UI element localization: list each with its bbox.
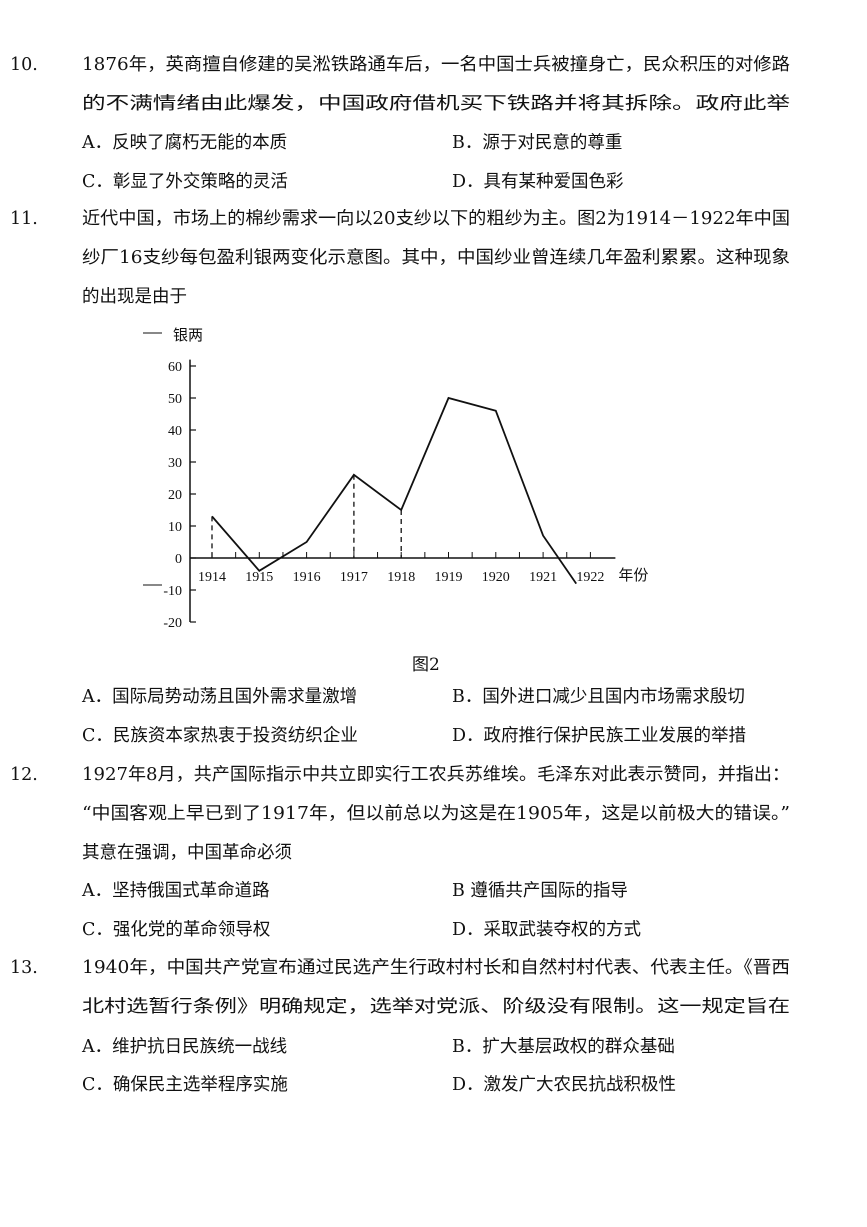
figure-caption: 图2 — [412, 655, 440, 675]
answer-option-B[interactable]: B．国外进口减少且国内市场需求殷切 — [452, 687, 745, 707]
x-tick-label: 1918 — [387, 570, 415, 585]
x-tick-label: 1916 — [293, 570, 321, 585]
y-tick-label: -20 — [163, 616, 182, 631]
answer-option-D[interactable]: D．政府推行保护民族工业发展的举措 — [452, 726, 747, 746]
figure-2-line-chart: 银两 60 50 40 30 20 10 0 -10 -20 1914 1915 1916 1917 191… — [143, 326, 648, 631]
y-tick-label: 60 — [168, 360, 182, 375]
answer-option-C[interactable]: C．彰显了外交策略的灵活 — [82, 172, 288, 192]
question-text-line: 纱厂16支纱每包盈利银两变化示意图。其中，中国纱业曾连续几年盈利累累。这种现象 — [82, 248, 790, 268]
y-tick-label: 10 — [168, 520, 182, 535]
x-tick-label: 1919 — [435, 570, 463, 585]
x-axis-label: 年份 — [618, 566, 648, 584]
y-tick-label: -10 — [163, 584, 182, 599]
question-number: 13. — [10, 958, 38, 978]
question-text-line: 近代中国，市场上的棉纱需求一向以20支纱以下的粗纱为主。图2为1914－1922… — [82, 209, 790, 229]
question-text-line: 其意在强调，中国革命必须 — [82, 843, 292, 863]
x-tick-label: 1914 — [198, 570, 226, 585]
answer-option-D[interactable]: D．采取武装夺权的方式 — [452, 920, 642, 940]
answer-option-B[interactable]: B．源于对民意的尊重 — [452, 133, 623, 153]
y-tick-label: 40 — [168, 424, 182, 439]
question-number: 11. — [10, 209, 38, 229]
x-tick-label: 1915 — [245, 570, 273, 585]
x-tick-label: 1921 — [529, 570, 557, 585]
question-text-line: 的不满情绪由此爆发，中国政府借机买下铁路并将其拆除。政府此举 — [82, 94, 790, 114]
y-tick-label: 50 — [168, 392, 182, 407]
question-text-line: 的出现是由于 — [82, 287, 187, 307]
question-text-line: “中国客观上早已到了1917年，但以前总以为这是在1905年，这是以前极大的错误… — [82, 804, 791, 824]
y-axis-label: 银两 — [173, 326, 203, 344]
answer-option-B[interactable]: B 遵循共产国际的指导 — [452, 881, 628, 901]
question-text-line: 1927年8月，共产国际指示中共立即实行工农兵苏维埃。毛泽东对此表示赞同，并指出… — [82, 765, 790, 785]
answer-option-B[interactable]: B．扩大基层政权的群众基础 — [452, 1037, 675, 1057]
data-line — [211, 396, 577, 585]
question-number: 12. — [10, 765, 38, 785]
answer-option-A[interactable]: A．国际局势动荡且国外需求量激增 — [82, 687, 358, 707]
question-text-line: 1876年，英商擅自修建的吴淞铁路通车后，一名中国士兵被撞身亡，民众积压的对修路 — [82, 55, 790, 75]
answer-option-C[interactable]: C．强化党的革命领导权 — [82, 920, 271, 940]
question-text-line: 北村选暂行条例》明确规定，选举对党派、阶级没有限制。这一规定旨在 — [82, 997, 790, 1017]
answer-option-D[interactable]: D．具有某种爱国色彩 — [452, 172, 624, 192]
x-tick-label: 1922 — [576, 570, 604, 585]
y-tick-label: 30 — [168, 456, 182, 471]
y-tick-label: 20 — [168, 488, 182, 503]
question-text-line: 1940年，中国共产党宣布通过民选产生行政村村长和自然村村代表、代表主任。《晋西 — [82, 958, 790, 978]
answer-option-A[interactable]: A．反映了腐朽无能的本质 — [82, 133, 288, 153]
answer-option-C[interactable]: C．民族资本家热衷于投资纺织企业 — [82, 726, 358, 746]
answer-option-A[interactable]: A．坚持俄国式革命道路 — [82, 881, 270, 901]
y-tick-label: 0 — [175, 552, 182, 567]
answer-option-A[interactable]: A．维护抗日民族统一战线 — [82, 1037, 288, 1057]
x-tick-label: 1920 — [482, 570, 510, 585]
answer-option-D[interactable]: D．激发广大农民抗战积极性 — [452, 1075, 677, 1095]
question-number: 10. — [10, 55, 38, 75]
answer-option-C[interactable]: C．确保民主选举程序实施 — [82, 1075, 288, 1095]
x-tick-label: 1917 — [340, 570, 368, 585]
